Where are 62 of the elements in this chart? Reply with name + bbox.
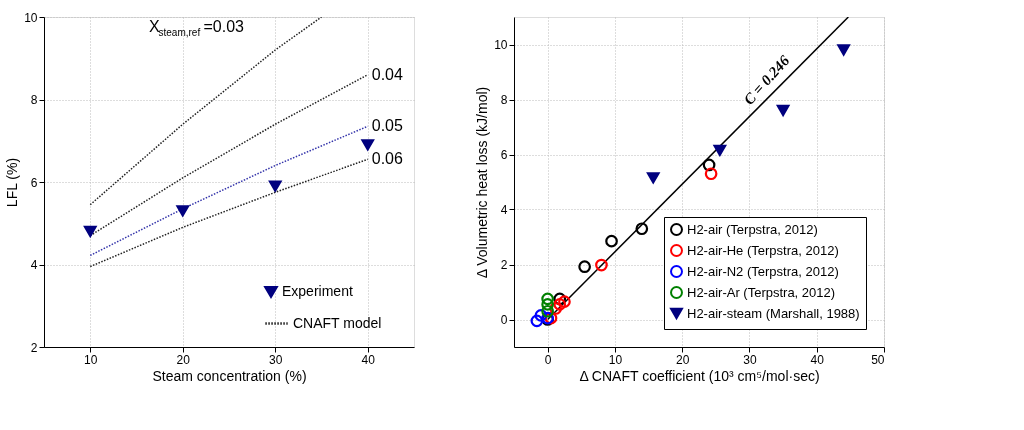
x-tick-label: 20	[676, 352, 690, 367]
y-tick-label: 4	[500, 203, 508, 217]
x-tick-label: 40	[810, 352, 825, 367]
x-tick-label: 10	[84, 352, 98, 367]
y-tick-label: 6	[500, 148, 508, 162]
point	[541, 298, 554, 311]
y-tick-label: 8	[500, 93, 508, 107]
point	[605, 234, 618, 248]
x-axis-title: Δ CNAFT coefficient (10³ cm⁵/mol·sec)	[579, 367, 820, 384]
x-tick-label: 40	[361, 352, 376, 367]
point	[776, 104, 790, 117]
point	[541, 292, 554, 306]
point	[268, 180, 282, 192]
x-axis-title: Steam concentration (%)	[152, 367, 307, 384]
point	[176, 205, 190, 217]
y-tick-label: 2	[500, 258, 508, 272]
y-tick-label: 10	[494, 38, 508, 52]
y-tick-label: 6	[30, 175, 38, 190]
point	[534, 309, 548, 322]
point	[646, 172, 660, 184]
y-tick-label: 0	[500, 313, 508, 327]
x-tick-label: 50	[871, 352, 885, 367]
point	[553, 298, 567, 311]
legend-label: H2-air-steam (Marshall, 1988)	[687, 305, 860, 321]
legend-label: CNAFT model	[293, 314, 382, 331]
x-tick-label: 10	[608, 352, 623, 367]
y-tick-label: 10	[24, 10, 38, 25]
annotation: 0.04	[371, 65, 403, 83]
point	[544, 311, 558, 325]
y-axis-title: LFL (%)	[4, 157, 21, 208]
y-axis-title: Δ Volumetric heat loss (kJ/mol)	[474, 86, 491, 279]
annotation: 0.05	[371, 117, 403, 135]
line-series	[89, 17, 323, 206]
legend-label: H2-air-He (Terpstra, 2012)	[687, 242, 839, 258]
point	[837, 44, 850, 56]
x-tick-label: 0	[544, 352, 552, 367]
line-series	[89, 158, 369, 268]
point	[530, 314, 544, 328]
point	[541, 304, 554, 318]
point	[558, 295, 571, 308]
point	[702, 158, 716, 172]
point	[361, 139, 375, 151]
point	[83, 225, 97, 238]
point	[713, 144, 727, 157]
x-tick-label: 30	[269, 352, 283, 367]
y-tick-label: 2	[30, 340, 38, 355]
legend-label: H2-air-N2 (Terpstra, 2012)	[687, 263, 839, 279]
point	[635, 222, 649, 236]
point	[553, 292, 567, 306]
x-tick-label: 20	[176, 352, 191, 367]
line-series	[89, 125, 369, 257]
point	[578, 260, 591, 274]
point	[704, 167, 718, 181]
legend-label: H2-air (Terpstra, 2012)	[687, 221, 818, 237]
x-tick-label: 30	[743, 352, 757, 367]
legend-label: Experiment	[282, 283, 353, 299]
point	[549, 302, 563, 315]
y-tick-label: 8	[30, 93, 38, 107]
annotation: 0.06	[371, 150, 403, 168]
point	[595, 258, 608, 272]
y-tick-label: 4	[30, 258, 38, 272]
legend-label: H2-air-Ar (Terpstra, 2012)	[687, 284, 836, 300]
